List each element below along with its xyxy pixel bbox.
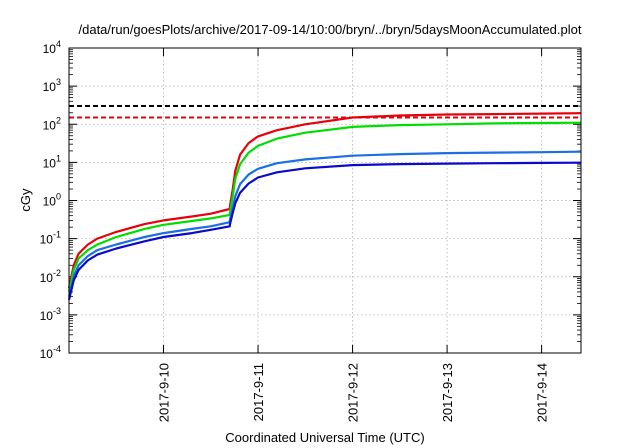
x-tick-label: 2017-9-14	[535, 363, 550, 422]
y-tick-label: 10-2	[40, 268, 61, 285]
y-tick-label: 101	[43, 153, 61, 170]
chart-title: /data/run/goesPlots/archive/2017-09-14/1…	[79, 22, 582, 37]
x-axis-label: Coordinated Universal Time (UTC)	[225, 430, 424, 445]
y-axis-label: cGy	[18, 188, 33, 212]
y-tick-label: 100	[43, 192, 61, 209]
x-axis: 2017-9-10 2017-9-11 2017-9-12 2017-9-13 2017…	[157, 48, 550, 422]
x-tick-label: 2017-9-12	[346, 363, 361, 422]
series-line-3	[67, 150, 582, 297]
y-tick-label: 104	[43, 39, 61, 56]
y-tick-label: 10-1	[40, 230, 61, 247]
x-tick-label: 2017-9-13	[440, 363, 455, 422]
grid	[69, 48, 581, 353]
series-lines	[67, 112, 582, 300]
y-tick-label: 10-4	[40, 344, 61, 361]
series-line-4	[67, 161, 582, 300]
x-tick-label: 2017-9-10	[157, 363, 172, 422]
x-tick-label: 2017-9-11	[251, 363, 266, 421]
series-line-2	[67, 121, 582, 293]
plot-frame	[68, 47, 582, 354]
y-axis: 10-4 10-3 10-2 10-1 100 101 102 103 104	[40, 39, 581, 361]
y-tick-label: 102	[43, 115, 61, 132]
y-tick-label: 10-3	[40, 306, 61, 323]
y-tick-label: 103	[43, 77, 61, 94]
reference-lines	[69, 105, 581, 119]
